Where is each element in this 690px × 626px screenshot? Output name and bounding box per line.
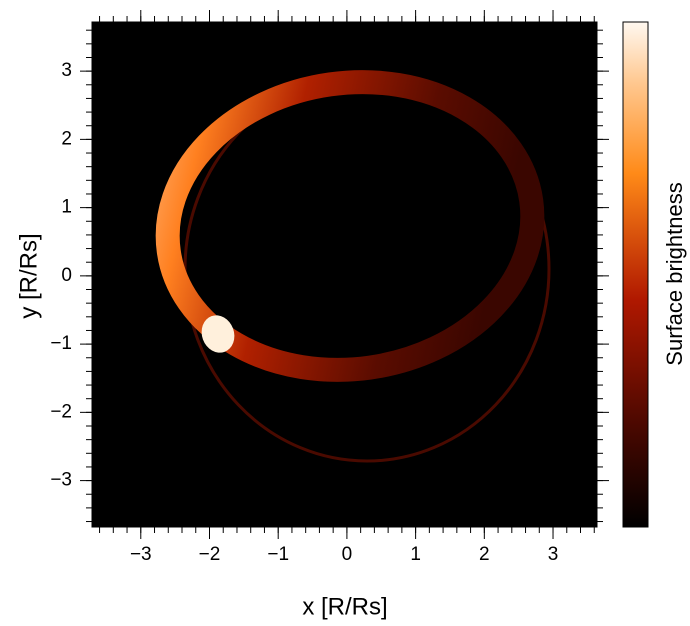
x-tick-label: −1 xyxy=(267,544,289,565)
colorbar-title: Surface brightness xyxy=(662,182,687,365)
colorbar xyxy=(622,21,649,528)
bright-spot xyxy=(201,315,235,353)
y-tick-label: 2 xyxy=(61,128,72,149)
y-axis-title: y [R/Rs] xyxy=(15,233,42,318)
x-tick-label: −2 xyxy=(199,544,221,565)
x-tick-label: 2 xyxy=(479,544,490,565)
y-tick-label: 0 xyxy=(61,265,72,286)
plot-frame xyxy=(91,21,598,528)
y-tick-label: 3 xyxy=(61,60,72,81)
y-tick-label: −3 xyxy=(50,470,72,491)
x-axis-title: x [R/Rs] xyxy=(302,593,387,620)
y-tick-label: −2 xyxy=(50,401,72,422)
y-tick-label: 1 xyxy=(61,197,72,218)
x-tick-label: 0 xyxy=(342,544,353,565)
y-tick-label: −1 xyxy=(50,333,72,354)
x-tick-label: 1 xyxy=(410,544,421,565)
image xyxy=(155,70,551,463)
broad-ring xyxy=(155,70,545,382)
x-tick-label: 3 xyxy=(548,544,559,565)
x-tick-label: −3 xyxy=(130,544,152,565)
